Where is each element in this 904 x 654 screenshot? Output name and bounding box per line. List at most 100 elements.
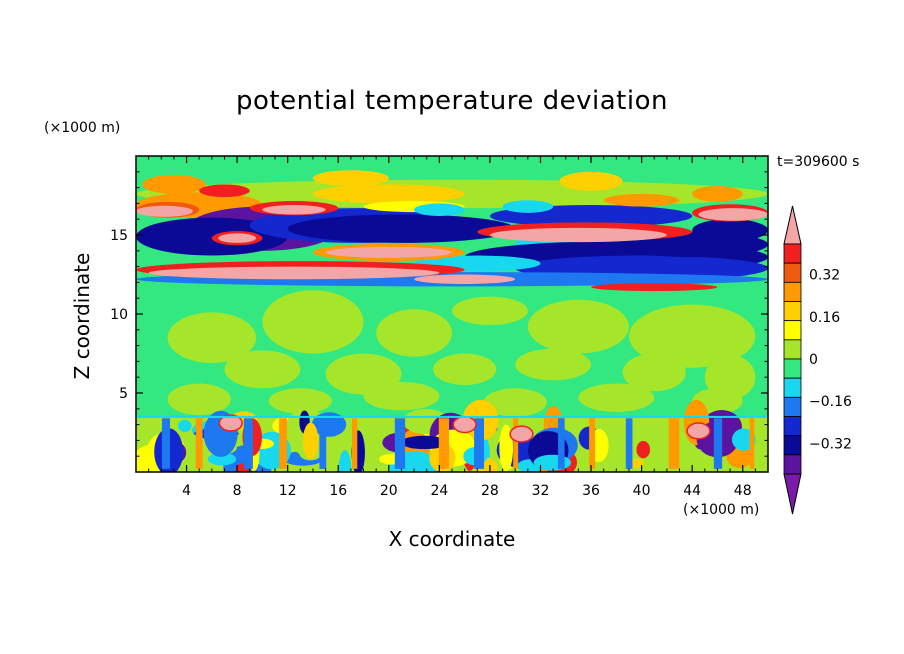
field-warm-band: [325, 246, 452, 258]
field-plume: [589, 418, 596, 469]
field-warm-band: [136, 205, 193, 217]
field-warm-band: [698, 208, 768, 221]
x-tick-label: 28: [481, 483, 499, 499]
field-plume: [319, 418, 327, 469]
x-tick-label: 8: [233, 483, 242, 499]
field-plume: [474, 418, 485, 469]
field-blob: [578, 383, 655, 412]
y-tick-label: 5: [119, 386, 128, 402]
field-warm-band: [414, 274, 516, 284]
y-axis-unit: (×1000 m): [44, 120, 121, 136]
field-blob: [268, 388, 332, 414]
field-blob: [312, 170, 389, 187]
x-tick-label: 44: [683, 483, 701, 499]
field-blob: [483, 388, 547, 417]
field-blob: [502, 200, 554, 213]
colorbar-upper-extend: [783, 205, 802, 245]
field-plume: [394, 418, 406, 469]
colorbar-swatch: [783, 396, 802, 417]
colorbar-swatch: [783, 454, 802, 475]
x-tick-label: 36: [582, 483, 600, 499]
field-blob: [452, 296, 528, 326]
x-tick-label: 32: [532, 483, 550, 499]
field-plume: [513, 418, 519, 469]
time-label: t=309600 s: [777, 154, 860, 170]
field-blob: [363, 381, 440, 411]
field-band: [692, 219, 768, 242]
field-plume: [351, 418, 358, 469]
y-tick-label: 15: [110, 228, 128, 244]
field-plume: [195, 418, 203, 469]
x-tick-label: 48: [734, 483, 752, 499]
field-blob: [515, 348, 592, 381]
field-warm-pocket: [686, 422, 711, 440]
field-blob: [167, 312, 257, 363]
field-blob: [433, 353, 497, 386]
colorbar-tick-label: 0: [809, 352, 818, 368]
field-plume: [713, 418, 723, 469]
colorbar-swatch: [783, 243, 802, 264]
colorbar-swatch: [783, 435, 802, 456]
field-plume: [749, 418, 755, 469]
colorbar-swatch: [783, 301, 802, 322]
colorbar: 0.32 0.16 0 −0.16 −0.32: [783, 205, 852, 515]
field-cell: [533, 454, 572, 471]
field-warm-band: [489, 227, 667, 243]
colorbar-swatch: [783, 281, 802, 302]
field-warm-band: [218, 233, 257, 243]
colorbar-swatch: [783, 358, 802, 379]
x-tick-label: 4: [182, 483, 191, 499]
field-plume: [438, 418, 450, 469]
field-blob: [527, 299, 629, 354]
x-tick-label: 20: [380, 483, 398, 499]
field-blob: [142, 174, 206, 194]
field-blob: [628, 304, 756, 368]
field-blob: [224, 350, 301, 389]
field-plume: [558, 418, 565, 469]
field-blob: [199, 184, 250, 198]
field-band: [287, 214, 516, 243]
field-plume: [243, 418, 253, 469]
field-blob: [376, 309, 452, 357]
field-plume: [279, 418, 287, 469]
field-cell: [178, 419, 192, 432]
field-blob: [559, 171, 623, 191]
field-cell: [207, 452, 237, 466]
colorbar-swatch: [783, 339, 802, 360]
x-axis-unit: (×1000 m): [683, 502, 760, 518]
field-plume: [161, 418, 171, 469]
colorbar-swatch: [783, 262, 802, 283]
colorbar-tick-label: 0.16: [809, 310, 840, 326]
y-tick-label: 10: [110, 307, 128, 323]
field-warm-band: [591, 283, 718, 292]
colorbar-tick-label: −0.32: [809, 436, 852, 452]
field-blob: [622, 353, 686, 392]
field-warm-pocket: [509, 425, 534, 443]
field-plume: [625, 418, 633, 469]
field-warm-pocket: [218, 414, 243, 432]
field-blob: [692, 186, 743, 202]
field-cell: [401, 435, 448, 450]
field-warm-band: [148, 266, 440, 280]
field-cell: [338, 450, 352, 472]
x-tick-label: 12: [279, 483, 297, 499]
colorbar-lower-extend: [783, 473, 802, 515]
field-warm-pocket: [452, 415, 477, 434]
field-blob: [167, 383, 231, 416]
field-blob: [262, 290, 364, 354]
field-inversion: [136, 415, 768, 418]
colorbar-swatch: [783, 320, 802, 341]
colorbar-swatch: [783, 377, 802, 398]
colorbar-tick-label: 0.32: [809, 268, 840, 284]
field-band: [312, 184, 465, 204]
x-axis-label: X coordinate: [388, 527, 516, 551]
field-cell: [499, 424, 514, 472]
colorbar-tick-label: −0.16: [809, 394, 852, 410]
x-tick-label: 24: [430, 483, 448, 499]
x-tick-label: 16: [329, 483, 347, 499]
field-plume: [668, 418, 680, 469]
field-band: [136, 217, 288, 256]
x-tick-label: 40: [633, 483, 651, 499]
